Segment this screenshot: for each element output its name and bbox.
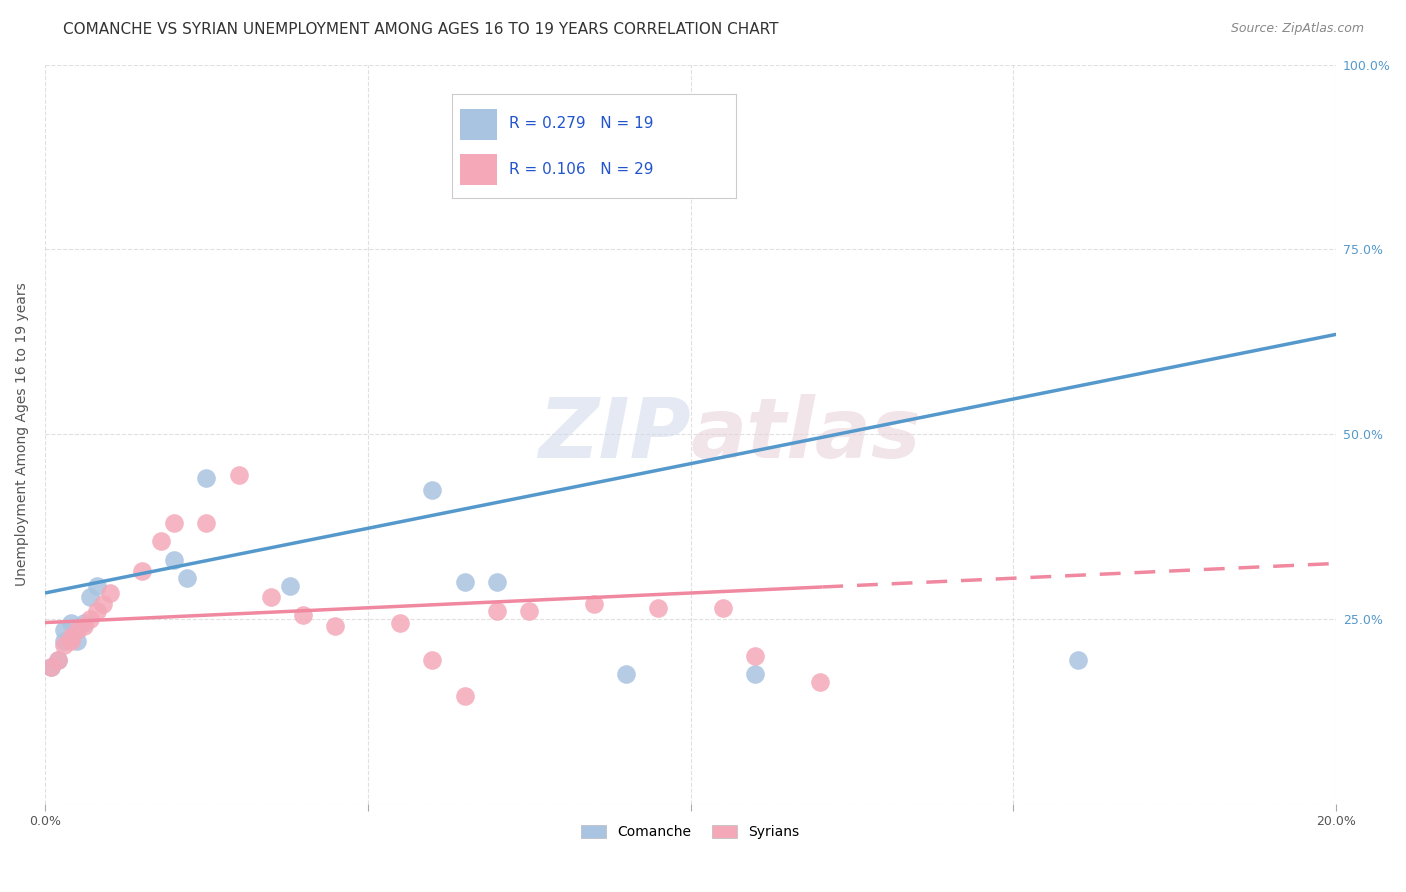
Point (53, 638, 76, 652)
Point (260, 590, 283, 604)
Point (163, 516, 186, 530)
Point (614, 667, 637, 681)
Point (195, 471, 218, 485)
Point (453, 690, 475, 704)
Point (53, 623, 76, 637)
Point (582, 597, 605, 611)
Text: COMANCHE VS SYRIAN UNEMPLOYMENT AMONG AGES 16 TO 19 YEARS CORRELATION CHART: COMANCHE VS SYRIAN UNEMPLOYMENT AMONG AG… (63, 22, 779, 37)
Y-axis label: Unemployment Among Ages 16 to 19 years: Unemployment Among Ages 16 to 19 years (15, 282, 30, 586)
Point (46, 652, 69, 666)
Point (79, 590, 101, 604)
Point (98, 586, 121, 600)
Point (325, 619, 347, 633)
Point (131, 564, 153, 578)
Point (389, 615, 412, 630)
Point (517, 605, 540, 619)
Point (73, 615, 96, 630)
Point (59, 634, 82, 648)
Point (453, 574, 475, 589)
Point (86, 605, 108, 619)
Point (420, 483, 443, 497)
Point (228, 467, 250, 482)
Point (41, 660, 63, 674)
Point (66, 634, 89, 648)
Point (420, 652, 443, 666)
Point (53, 634, 76, 648)
Point (41, 660, 63, 674)
Point (278, 579, 301, 593)
Point (150, 534, 173, 549)
Point (66, 623, 89, 637)
Text: atlas: atlas (690, 393, 921, 475)
Point (292, 608, 315, 623)
Point (647, 600, 669, 615)
Point (86, 579, 108, 593)
Point (46, 652, 69, 666)
Point (73, 619, 96, 633)
Point (79, 612, 101, 626)
Point (176, 571, 198, 585)
Point (195, 516, 218, 530)
Point (163, 553, 186, 567)
Point (744, 667, 766, 681)
Point (808, 674, 831, 689)
Point (485, 574, 508, 589)
Text: ZIP: ZIP (538, 393, 690, 475)
Legend: Comanche, Syrians: Comanche, Syrians (576, 820, 806, 845)
Text: Source: ZipAtlas.com: Source: ZipAtlas.com (1230, 22, 1364, 36)
Point (711, 600, 734, 615)
Point (59, 631, 82, 645)
Point (485, 605, 508, 619)
Point (91, 597, 114, 611)
Point (744, 648, 766, 663)
Point (59, 615, 82, 630)
Point (1067, 652, 1090, 666)
